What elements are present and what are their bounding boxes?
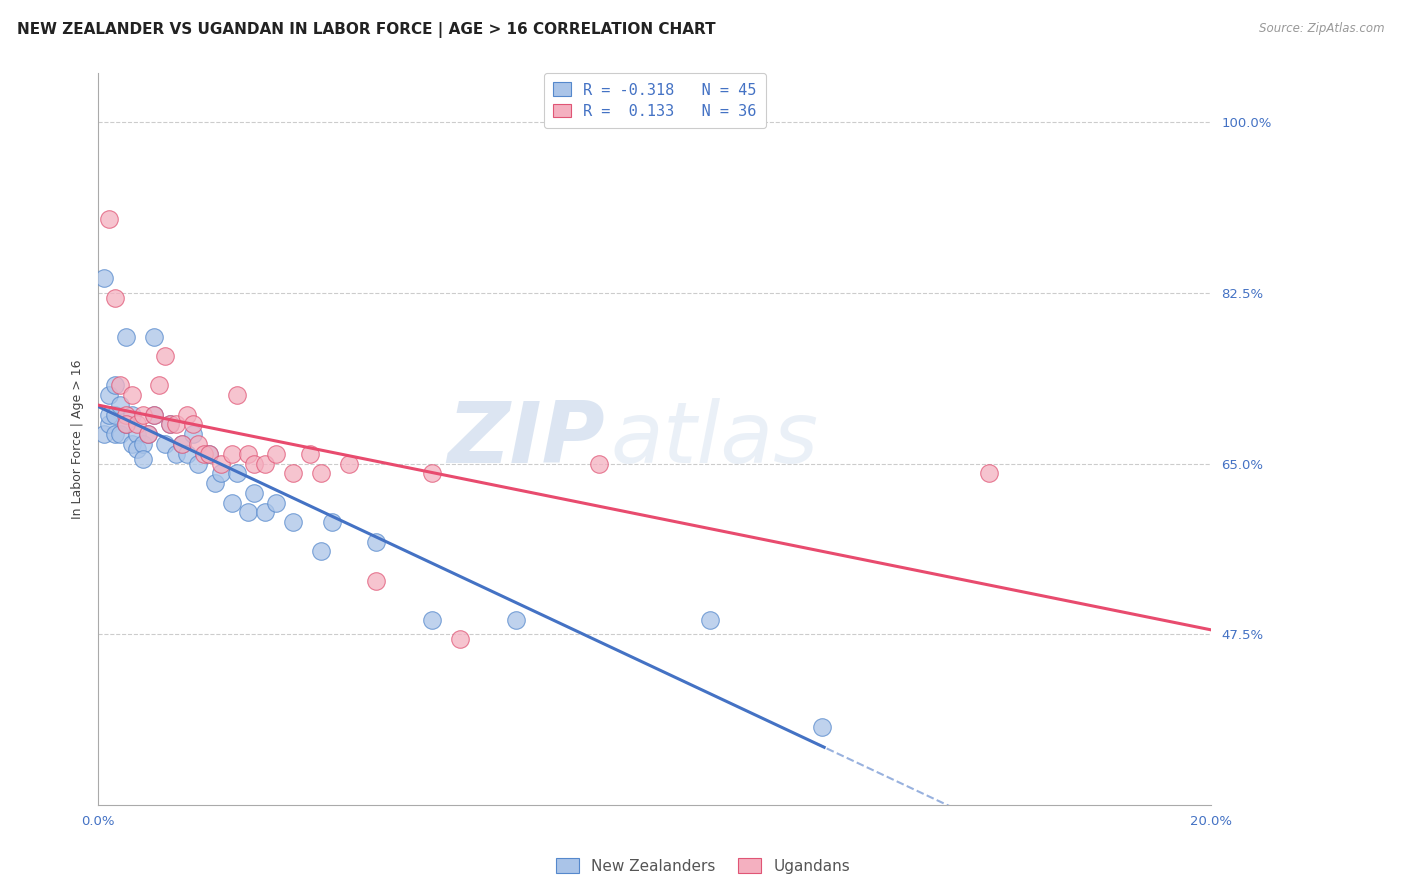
Point — [264, 495, 287, 509]
Point — [181, 427, 204, 442]
Point — [810, 720, 832, 734]
Point — [115, 417, 138, 432]
Point — [104, 408, 127, 422]
Point — [226, 388, 249, 402]
Text: NEW ZEALANDER VS UGANDAN IN LABOR FORCE | AGE > 16 CORRELATION CHART: NEW ZEALANDER VS UGANDAN IN LABOR FORCE … — [17, 22, 716, 38]
Point — [110, 427, 132, 442]
Point — [131, 408, 153, 422]
Point — [187, 437, 209, 451]
Point — [165, 417, 187, 432]
Point — [136, 427, 159, 442]
Y-axis label: In Labor Force | Age > 16: In Labor Force | Age > 16 — [72, 359, 84, 519]
Point — [699, 613, 721, 627]
Point — [321, 515, 343, 529]
Point — [254, 505, 277, 519]
Point — [193, 447, 215, 461]
Point — [127, 427, 149, 442]
Point — [243, 485, 266, 500]
Point — [588, 457, 610, 471]
Point — [121, 388, 143, 402]
Point — [131, 437, 153, 451]
Point — [153, 349, 176, 363]
Point — [505, 613, 527, 627]
Point — [238, 505, 260, 519]
Point — [198, 447, 221, 461]
Point — [110, 398, 132, 412]
Legend: R = -0.318   N = 45, R =  0.133   N = 36: R = -0.318 N = 45, R = 0.133 N = 36 — [544, 73, 766, 128]
Point — [281, 515, 304, 529]
Point — [181, 417, 204, 432]
Point — [337, 457, 360, 471]
Point — [127, 442, 149, 456]
Point — [142, 408, 165, 422]
Point — [121, 437, 143, 451]
Point — [204, 476, 226, 491]
Point — [170, 437, 193, 451]
Point — [98, 408, 121, 422]
Point — [142, 329, 165, 343]
Point — [238, 447, 260, 461]
Point — [98, 388, 121, 402]
Point — [977, 467, 1000, 481]
Point — [309, 467, 332, 481]
Point — [420, 613, 443, 627]
Point — [98, 212, 121, 227]
Point — [209, 457, 232, 471]
Point — [153, 437, 176, 451]
Legend: New Zealanders, Ugandans: New Zealanders, Ugandans — [550, 852, 856, 880]
Point — [131, 451, 153, 466]
Point — [93, 271, 115, 285]
Point — [298, 447, 321, 461]
Point — [226, 467, 249, 481]
Point — [449, 632, 471, 647]
Point — [170, 437, 193, 451]
Point — [115, 417, 138, 432]
Point — [165, 447, 187, 461]
Point — [187, 457, 209, 471]
Point — [115, 329, 138, 343]
Text: Source: ZipAtlas.com: Source: ZipAtlas.com — [1260, 22, 1385, 36]
Point — [309, 544, 332, 558]
Point — [136, 427, 159, 442]
Point — [254, 457, 277, 471]
Point — [221, 447, 243, 461]
Point — [198, 447, 221, 461]
Point — [176, 447, 198, 461]
Point — [127, 417, 149, 432]
Point — [104, 291, 127, 305]
Point — [209, 467, 232, 481]
Point — [115, 408, 138, 422]
Point — [121, 408, 143, 422]
Point — [142, 408, 165, 422]
Point — [176, 408, 198, 422]
Point — [366, 574, 388, 588]
Point — [148, 378, 170, 392]
Point — [98, 417, 121, 432]
Point — [366, 534, 388, 549]
Text: atlas: atlas — [610, 398, 818, 481]
Point — [264, 447, 287, 461]
Point — [159, 417, 181, 432]
Point — [104, 378, 127, 392]
Point — [243, 457, 266, 471]
Point — [93, 427, 115, 442]
Point — [420, 467, 443, 481]
Text: ZIP: ZIP — [447, 398, 605, 481]
Point — [281, 467, 304, 481]
Point — [104, 427, 127, 442]
Point — [221, 495, 243, 509]
Point — [159, 417, 181, 432]
Point — [110, 378, 132, 392]
